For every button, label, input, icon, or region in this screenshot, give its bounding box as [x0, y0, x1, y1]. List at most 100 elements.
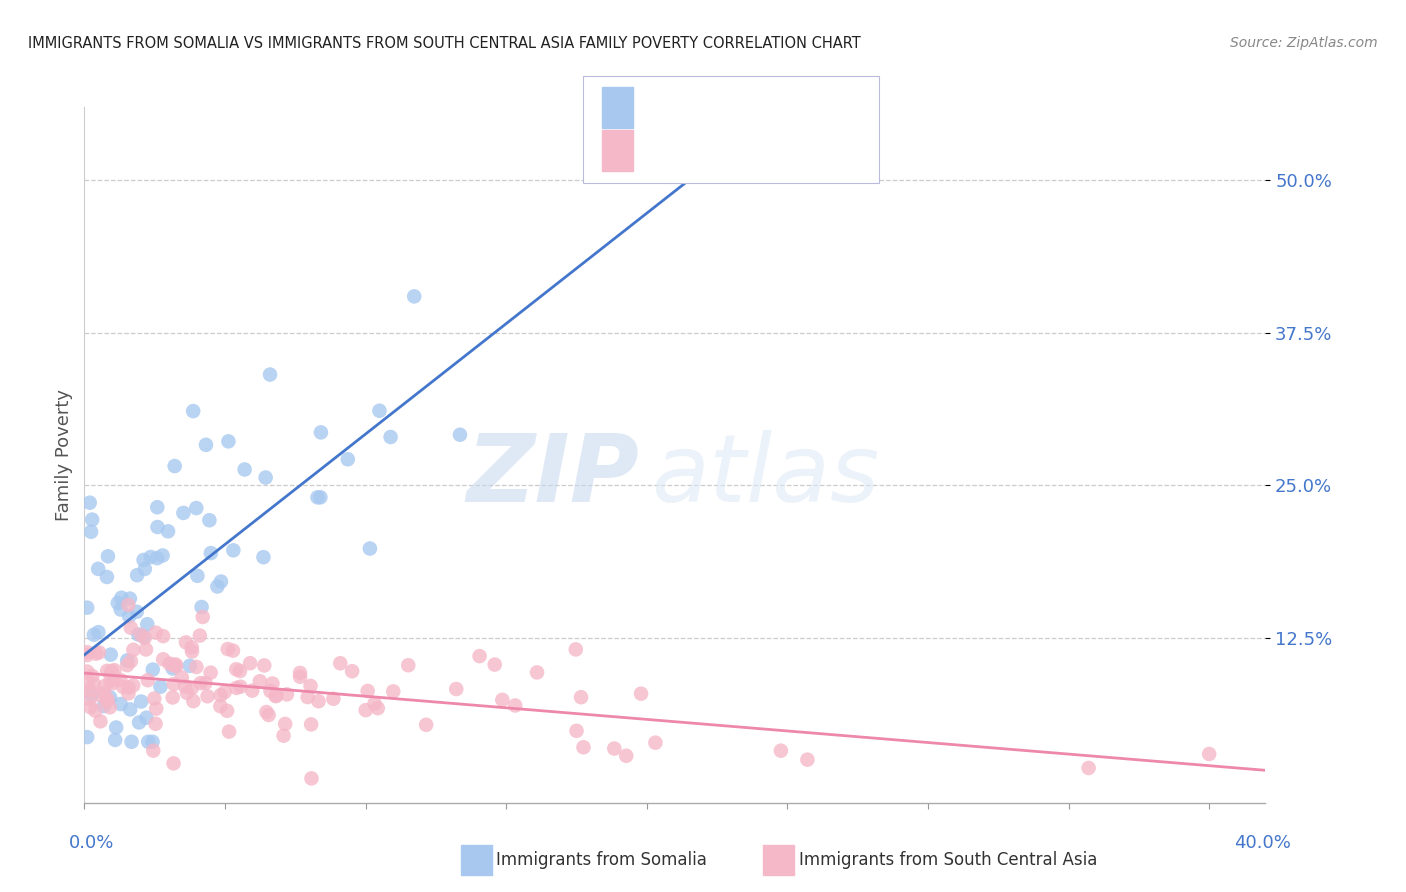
Point: [229, 680, 252, 694]
Point: [190, 676, 212, 690]
Point: [336, 452, 359, 467]
Point: [79, 700, 101, 714]
Point: [142, 744, 165, 758]
Point: [76, 645, 98, 659]
Point: [209, 699, 232, 714]
Point: [309, 491, 332, 505]
Point: [222, 543, 245, 558]
Point: [115, 653, 138, 667]
Point: [76, 600, 98, 615]
Point: [112, 680, 135, 694]
Point: [76, 648, 98, 662]
Point: [172, 506, 194, 520]
Point: [129, 694, 152, 708]
Point: [796, 753, 818, 767]
Point: [107, 596, 129, 610]
Point: [322, 691, 344, 706]
Point: [503, 698, 526, 713]
Point: [104, 733, 127, 747]
Point: [396, 658, 419, 673]
Point: [93, 685, 115, 699]
Point: [354, 703, 377, 717]
Point: [127, 568, 149, 582]
Point: [307, 491, 329, 505]
Text: R =: R =: [637, 142, 676, 160]
Point: [176, 686, 198, 700]
Point: [266, 689, 288, 703]
Point: [82, 669, 104, 683]
Point: [170, 671, 193, 685]
Point: [162, 756, 184, 771]
Point: [256, 705, 278, 719]
Point: [103, 671, 125, 685]
Point: [100, 648, 122, 662]
Point: [162, 690, 184, 705]
Point: [152, 549, 174, 563]
Text: N =: N =: [742, 142, 782, 160]
Point: [128, 715, 150, 730]
Point: [122, 643, 145, 657]
Point: [288, 665, 311, 680]
Point: [79, 683, 101, 698]
Point: [98, 690, 121, 705]
Point: [367, 701, 389, 715]
Point: [209, 688, 232, 702]
Point: [380, 430, 402, 444]
Point: [77, 692, 100, 706]
Point: [259, 368, 281, 382]
Point: [174, 635, 197, 649]
Point: [273, 729, 295, 743]
Point: [240, 683, 263, 698]
Point: [299, 679, 322, 693]
Point: [180, 681, 202, 696]
Point: [222, 643, 245, 657]
Point: [444, 681, 467, 696]
Point: [262, 676, 284, 690]
Point: [84, 704, 107, 718]
Point: [120, 621, 142, 635]
Text: Immigrants from Somalia: Immigrants from Somalia: [496, 851, 707, 869]
Point: [183, 694, 205, 708]
Point: [120, 702, 142, 716]
Point: [162, 658, 184, 673]
Point: [229, 664, 252, 678]
Point: [217, 434, 239, 449]
Point: [252, 550, 274, 565]
Point: [297, 690, 319, 704]
Point: [308, 694, 330, 708]
Point: [163, 677, 186, 691]
Point: [215, 704, 238, 718]
Point: [218, 724, 240, 739]
Text: R =: R =: [637, 99, 676, 117]
Point: [120, 654, 142, 668]
Point: [415, 718, 437, 732]
Point: [340, 664, 363, 678]
Point: [146, 500, 169, 515]
Point: [83, 628, 105, 642]
Point: [195, 438, 218, 452]
Point: [146, 520, 169, 534]
Point: [382, 684, 405, 698]
Point: [200, 665, 222, 680]
Point: [115, 658, 138, 673]
Point: [197, 690, 219, 704]
Point: [569, 690, 592, 705]
Point: [180, 640, 202, 655]
Point: [136, 735, 159, 749]
Point: [644, 736, 666, 750]
Point: [225, 662, 247, 676]
Point: [146, 551, 169, 566]
Point: [274, 717, 297, 731]
Point: [118, 591, 141, 606]
Point: [134, 631, 156, 645]
Point: [165, 657, 187, 672]
Point: [110, 673, 132, 687]
Point: [165, 659, 187, 673]
Point: [565, 723, 588, 738]
Point: [239, 656, 262, 670]
Point: [225, 681, 247, 695]
Point: [84, 647, 107, 661]
Point: [87, 625, 110, 640]
Point: [82, 513, 104, 527]
Point: [134, 562, 156, 576]
